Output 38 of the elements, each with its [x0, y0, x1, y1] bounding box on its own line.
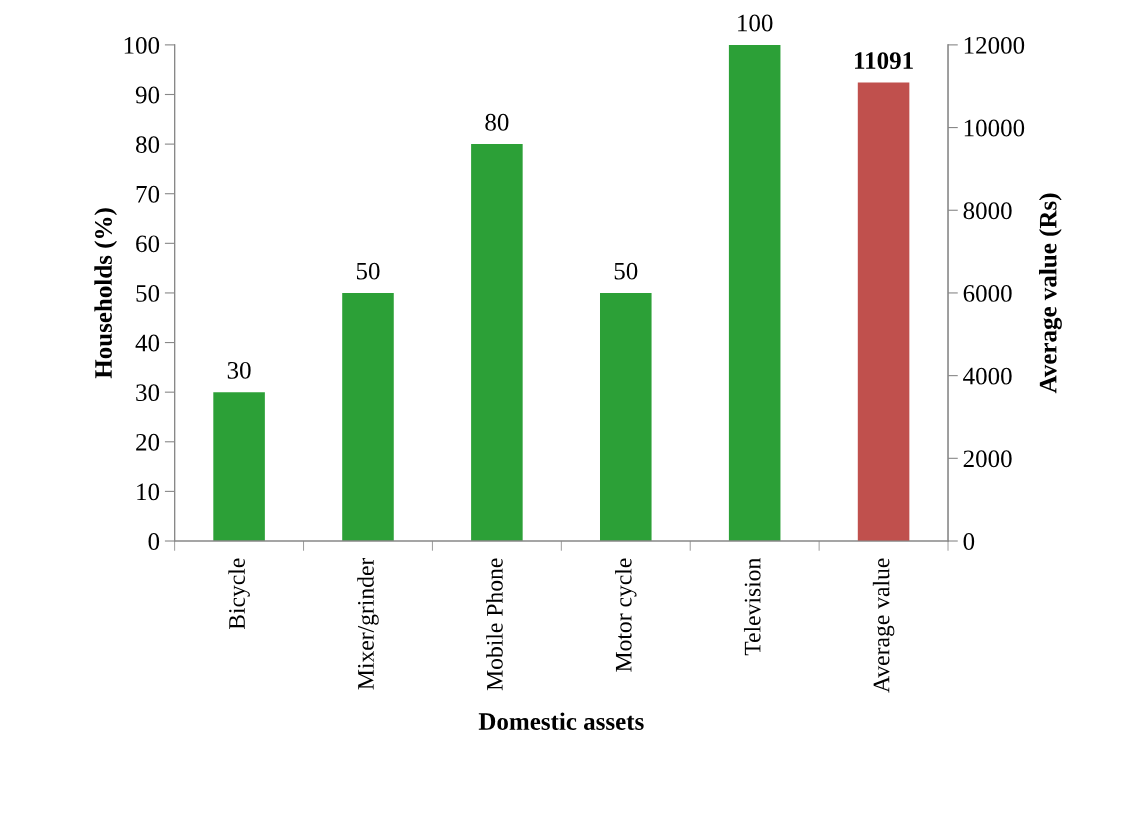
y-tick-label: 80 [136, 136, 160, 154]
x-tick-label: Television [743, 558, 761, 656]
data-label: 30 [227, 361, 251, 379]
x-tick-label: Mobile Phone [486, 558, 503, 691]
y-tick-label: 50 [136, 284, 160, 302]
x-tick-label: Motor cycle [615, 558, 637, 672]
y-tick-label: 100 [124, 36, 160, 54]
y-tick-label: 0 [148, 533, 160, 550]
data-label: 50 [356, 262, 380, 280]
y2-tick-label: 12000 [964, 36, 1025, 54]
y2-tick-label: 6000 [963, 284, 1012, 302]
y-tick-label: 60 [136, 235, 160, 253]
y-tick-label: 20 [136, 433, 160, 451]
y2-tick-label: 2000 [963, 450, 1012, 468]
y-tick-label: 30 [136, 384, 160, 402]
y-tick-label: 10 [137, 483, 160, 501]
y2-axis-title: Average value (Rs) [1039, 193, 1062, 394]
data-label: 50 [614, 262, 638, 280]
y2-tick-label: 0 [963, 533, 975, 550]
y-tick-label: 90 [135, 86, 160, 104]
data-label: 80 [485, 113, 509, 131]
y2-tick-label: 8000 [963, 202, 1012, 220]
bar [600, 292, 652, 542]
y2-tick-label: 10000 [964, 119, 1025, 137]
data-label: 11091 [855, 52, 913, 70]
y-tick-label: 40 [135, 334, 160, 352]
bar [342, 292, 394, 542]
bar [471, 144, 523, 542]
y-axis-title: Households (%) [94, 208, 117, 379]
bar [213, 392, 265, 542]
x-tick-label: Average value [872, 558, 895, 693]
x-axis-title: Domestic assets [478, 712, 644, 730]
x-tick-label: Bicycle [228, 558, 250, 630]
bar [728, 44, 781, 542]
y-tick-label: 70 [136, 185, 160, 203]
x-tick-label: Mixer/grinder [357, 557, 379, 690]
y2-tick-label: 4000 [963, 367, 1012, 385]
data-label: 100 [738, 14, 773, 32]
